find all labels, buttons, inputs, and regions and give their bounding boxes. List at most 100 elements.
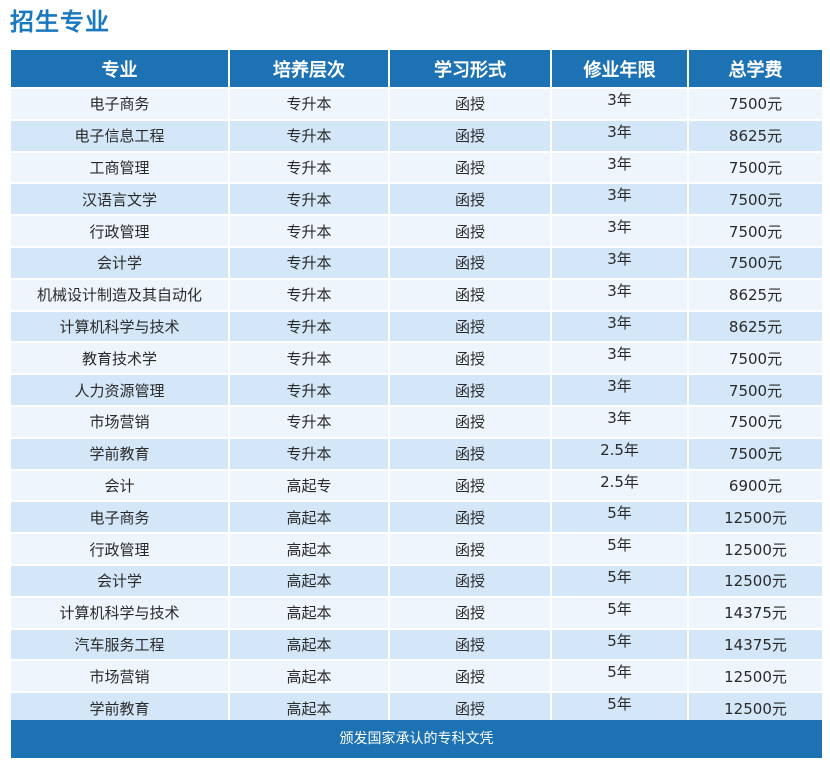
cell-major: 会计学: [11, 565, 228, 596]
cell-study-form: 函授: [390, 89, 550, 119]
cell-level: 专升本: [230, 152, 388, 183]
table-row: 学前教育 高起本 函授 5年 12500元: [11, 693, 822, 723]
cell-tuition: 7500元: [689, 247, 822, 278]
cell-major: 行政管理: [11, 216, 228, 246]
cell-duration: 3年: [552, 311, 687, 342]
cell-level: 专升本: [230, 375, 388, 405]
cell-major: 电子商务: [11, 502, 228, 533]
cell-level: 高起本: [230, 502, 388, 533]
cell-duration: 5年: [552, 534, 687, 564]
cell-study-form: 函授: [390, 406, 550, 437]
header-tuition: 总学费: [689, 50, 822, 87]
cell-duration: 5年: [552, 629, 687, 660]
cell-level: 专升本: [230, 89, 388, 119]
cell-study-form: 函授: [390, 661, 550, 692]
cell-level: 高起本: [230, 597, 388, 628]
cell-study-form: 函授: [390, 216, 550, 246]
cell-duration: 5年: [552, 502, 687, 533]
cell-tuition: 7500元: [689, 406, 822, 437]
table-row: 会计学 专升本 函授 3年 7500元: [11, 247, 822, 278]
table-row: 汉语言文学 专升本 函授 3年 7500元: [11, 184, 822, 215]
table-row: 计算机科学与技术 高起本 函授 5年 14375元: [11, 597, 822, 628]
cell-tuition: 12500元: [689, 661, 822, 692]
cell-duration: 3年: [552, 279, 687, 310]
cell-level: 专升本: [230, 438, 388, 469]
table-header-row: 专业 培养层次 学习形式 修业年限 总学费: [11, 50, 822, 87]
cell-duration: 2.5年: [552, 470, 687, 501]
header-major: 专业: [11, 50, 228, 87]
cell-major: 行政管理: [11, 534, 228, 564]
cell-major: 汽车服务工程: [11, 629, 228, 660]
cell-level: 专升本: [230, 120, 388, 151]
table-row: 行政管理 高起本 函授 5年 12500元: [11, 534, 822, 564]
cell-study-form: 函授: [390, 693, 550, 723]
cell-study-form: 函授: [390, 152, 550, 183]
cell-major: 学前教育: [11, 438, 228, 469]
cell-tuition: 7500元: [689, 184, 822, 215]
cell-study-form: 函授: [390, 343, 550, 374]
cell-study-form: 函授: [390, 470, 550, 501]
cell-level: 高起本: [230, 661, 388, 692]
table-row: 工商管理 专升本 函授 3年 7500元: [11, 152, 822, 183]
cell-duration: 5年: [552, 565, 687, 596]
cell-major: 电子商务: [11, 89, 228, 119]
cell-level: 高起专: [230, 470, 388, 501]
cell-tuition: 14375元: [689, 629, 822, 660]
table-row: 计算机科学与技术 专升本 函授 3年 8625元: [11, 311, 822, 342]
cell-major: 市场营销: [11, 406, 228, 437]
majors-table: 专业 培养层次 学习形式 修业年限 总学费 电子商务 专升本 函授 3年 7500元 电子…: [9, 48, 824, 725]
cell-major: 市场营销: [11, 661, 228, 692]
cell-study-form: 函授: [390, 597, 550, 628]
cell-major: 汉语言文学: [11, 184, 228, 215]
table-row: 电子商务 专升本 函授 3年 7500元: [11, 89, 822, 119]
cell-duration: 3年: [552, 375, 687, 405]
cell-level: 专升本: [230, 184, 388, 215]
header-level: 培养层次: [230, 50, 388, 87]
cell-major: 会计学: [11, 247, 228, 278]
cell-major: 计算机科学与技术: [11, 311, 228, 342]
table-row: 会计学 高起本 函授 5年 12500元: [11, 565, 822, 596]
cell-duration: 3年: [552, 120, 687, 151]
table-row: 汽车服务工程 高起本 函授 5年 14375元: [11, 629, 822, 660]
header-study-form: 学习形式: [390, 50, 550, 87]
cell-duration: 3年: [552, 89, 687, 119]
cell-duration: 3年: [552, 184, 687, 215]
cell-study-form: 函授: [390, 120, 550, 151]
cell-tuition: 12500元: [689, 693, 822, 723]
cell-duration: 3年: [552, 152, 687, 183]
cell-study-form: 函授: [390, 438, 550, 469]
table-row: 机械设计制造及其自动化 专升本 函授 3年 8625元: [11, 279, 822, 310]
cell-major: 计算机科学与技术: [11, 597, 228, 628]
cell-level: 高起本: [230, 534, 388, 564]
cell-study-form: 函授: [390, 279, 550, 310]
cell-level: 专升本: [230, 247, 388, 278]
table-row: 人力资源管理 专升本 函授 3年 7500元: [11, 375, 822, 405]
cell-major: 学前教育: [11, 693, 228, 723]
cell-level: 高起本: [230, 629, 388, 660]
cell-tuition: 8625元: [689, 120, 822, 151]
page-title: 招生专业: [10, 8, 110, 36]
cell-study-form: 函授: [390, 311, 550, 342]
cell-level: 专升本: [230, 311, 388, 342]
cell-study-form: 函授: [390, 247, 550, 278]
cell-level: 专升本: [230, 406, 388, 437]
cell-duration: 5年: [552, 597, 687, 628]
cell-tuition: 7500元: [689, 89, 822, 119]
cell-duration: 3年: [552, 216, 687, 246]
cell-level: 专升本: [230, 343, 388, 374]
table-row: 学前教育 专升本 函授 2.5年 7500元: [11, 438, 822, 469]
cell-level: 高起本: [230, 693, 388, 723]
cell-tuition: 8625元: [689, 311, 822, 342]
cell-duration: 5年: [552, 693, 687, 723]
cell-major: 机械设计制造及其自动化: [11, 279, 228, 310]
cell-major: 人力资源管理: [11, 375, 228, 405]
cell-duration: 3年: [552, 247, 687, 278]
cell-tuition: 14375元: [689, 597, 822, 628]
cell-level: 专升本: [230, 216, 388, 246]
cell-tuition: 6900元: [689, 470, 822, 501]
cell-tuition: 12500元: [689, 534, 822, 564]
footer-note: 颁发国家承认的专科文凭: [11, 720, 822, 758]
table-row: 市场营销 专升本 函授 3年 7500元: [11, 406, 822, 437]
cell-major: 会计: [11, 470, 228, 501]
